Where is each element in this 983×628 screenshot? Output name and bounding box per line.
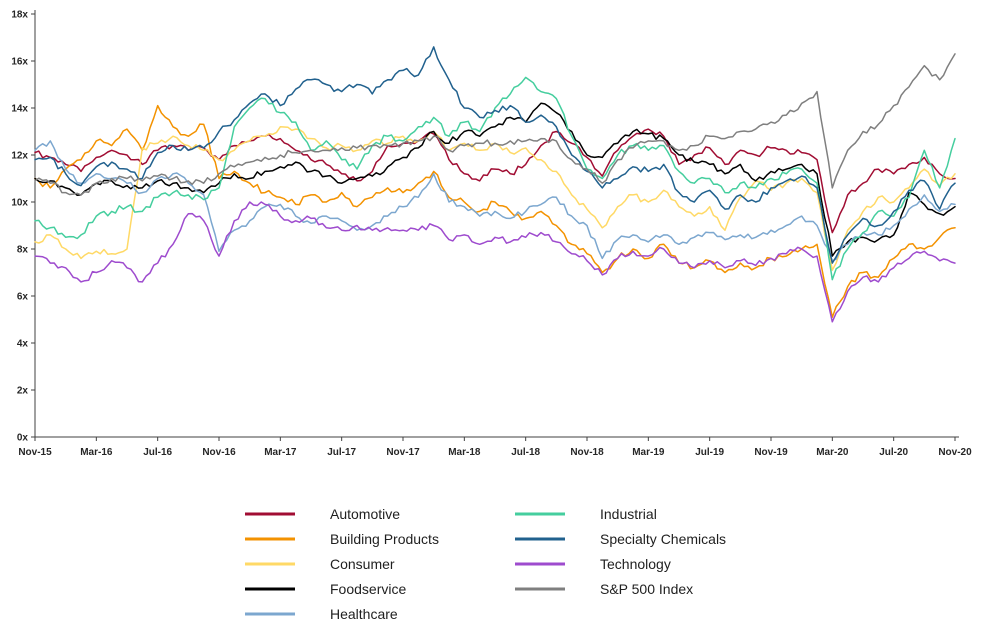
y-tick-label-4x: 4x (17, 339, 29, 350)
y-tick-label-6x: 6x (17, 292, 29, 303)
legend-label-automotive: Automotive (330, 506, 400, 522)
legend-label-consumer: Consumer (330, 556, 395, 572)
series-line-technology (34, 201, 956, 323)
x-tick-label-jul-16: Jul-16 (143, 447, 172, 458)
series-line-automotive (34, 128, 956, 234)
x-tick-label-jul-18: Jul-18 (511, 447, 540, 458)
legend-label-s-p-500-index: S&P 500 Index (600, 581, 693, 597)
series-line-healthcare (34, 140, 956, 262)
y-tick-label-12x: 12x (11, 151, 28, 162)
x-tick-label-mar-20: Mar-20 (816, 447, 849, 458)
x-tick-label-jul-19: Jul-19 (695, 447, 724, 458)
x-tick-label-jul-17: Jul-17 (327, 447, 356, 458)
x-tick-label-mar-19: Mar-19 (632, 447, 665, 458)
series-line-consumer (34, 126, 956, 271)
x-tick-label-nov-19: Nov-19 (754, 447, 788, 458)
legend-label-technology: Technology (600, 556, 671, 572)
x-tick-label-mar-18: Mar-18 (448, 447, 481, 458)
legend-item-industrial: Industrial (515, 506, 657, 522)
legend-item-technology: Technology (515, 556, 671, 572)
x-tick-label-mar-17: Mar-17 (264, 447, 297, 458)
legend-label-building-products: Building Products (330, 531, 439, 547)
legend-item-specialty-chemicals: Specialty Chemicals (515, 531, 726, 547)
y-tick-label-18x: 18x (11, 10, 28, 21)
x-tick-label-nov-18: Nov-18 (570, 447, 604, 458)
x-tick-label-mar-16: Mar-16 (80, 447, 113, 458)
y-tick-label-16x: 16x (11, 57, 28, 68)
legend-label-industrial: Industrial (600, 506, 657, 522)
x-tick-label-jul-20: Jul-20 (879, 447, 908, 458)
series-line-s-p-500-index (34, 53, 956, 196)
y-tick-label-0x: 0x (17, 433, 29, 444)
y-tick-label-2x: 2x (17, 386, 29, 397)
legend-label-foodservice: Foodservice (330, 581, 406, 597)
legend-item-automotive: Automotive (245, 506, 400, 522)
y-tick-label-10x: 10x (11, 198, 28, 209)
legend-item-healthcare: Healthcare (245, 606, 398, 622)
legend-item-consumer: Consumer (245, 556, 395, 572)
x-tick-label-nov-16: Nov-16 (202, 447, 236, 458)
legend-item-foodservice: Foodservice (245, 581, 406, 597)
legend: Automotive Building Products Consumer Foods… (245, 506, 726, 622)
legend-item-s-p-500-index: S&P 500 Index (515, 581, 693, 597)
legend-item-building-products: Building Products (245, 531, 439, 547)
x-tick-label-nov-15: Nov-15 (18, 447, 52, 458)
series-line-industrial (34, 76, 956, 281)
series-line-specialty-chemicals (34, 46, 956, 264)
x-tick-label-nov-20: Nov-20 (938, 447, 972, 458)
y-tick-label-14x: 14x (11, 104, 28, 115)
legend-label-specialty-chemicals: Specialty Chemicals (600, 531, 726, 547)
series-line-foodservice (34, 102, 956, 257)
y-tick-label-8x: 8x (17, 245, 29, 256)
legend-label-healthcare: Healthcare (330, 606, 398, 622)
x-tick-label-nov-17: Nov-17 (386, 447, 420, 458)
